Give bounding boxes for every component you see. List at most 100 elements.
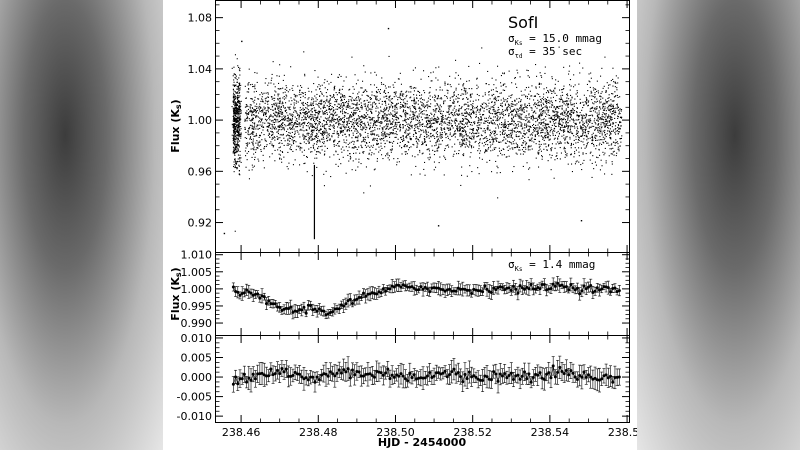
scatter-point: [561, 108, 563, 110]
scatter-point: [246, 113, 248, 115]
scatter-point: [404, 120, 406, 122]
scatter-point: [280, 120, 282, 122]
scatter-point: [547, 131, 549, 133]
scatter-point: [307, 109, 309, 111]
scatter-point: [552, 96, 554, 98]
scatter-point: [451, 146, 453, 148]
scatter-point: [347, 113, 349, 115]
scatter-point: [448, 108, 450, 110]
scatter-point: [314, 122, 316, 124]
scatter-point: [612, 141, 614, 143]
scatter-point: [462, 127, 464, 129]
scatter-point: [321, 138, 323, 140]
scatter-point: [324, 153, 326, 155]
scatter-point: [388, 113, 390, 115]
scatter-point: [451, 120, 453, 122]
scatter-point: [436, 104, 438, 106]
scatter-point: [530, 95, 532, 97]
scatter-point: [342, 121, 344, 123]
scatter-point: [338, 74, 340, 76]
scatter-point: [529, 90, 531, 92]
scatter-point: [605, 140, 607, 142]
scatter-point: [538, 122, 540, 124]
scatter-point: [379, 112, 381, 114]
scatter-point: [262, 122, 264, 124]
scatter-point: [272, 61, 274, 63]
scatter-point: [520, 99, 522, 101]
scatter-point: [363, 90, 365, 92]
scatter-point: [451, 114, 453, 116]
scatter-point: [469, 100, 471, 102]
scatter-point: [615, 155, 617, 157]
scatter-point: [263, 148, 265, 150]
scatter-point: [567, 95, 569, 97]
scatter-point: [282, 79, 284, 81]
scatter-point: [330, 176, 332, 178]
scatter-point: [317, 120, 319, 122]
scatter-point: [434, 113, 436, 115]
scatter-point: [466, 92, 468, 94]
scatter-point: [462, 154, 464, 156]
scatter-point: [333, 94, 335, 96]
scatter-point: [598, 130, 600, 132]
scatter-point: [538, 105, 540, 107]
scatter-point: [527, 121, 529, 123]
scatter-point: [418, 113, 420, 115]
scatter-point: [482, 95, 484, 97]
scatter-point: [524, 141, 526, 143]
scatter-point: [362, 126, 364, 128]
scatter-point: [479, 152, 481, 154]
scatter-point: [287, 117, 289, 119]
scatter-point: [511, 113, 513, 115]
scatter-point: [350, 116, 352, 118]
scatter-point: [498, 119, 500, 121]
scatter-point: [274, 139, 276, 141]
scatter-point: [439, 89, 441, 91]
scatter-point: [619, 108, 621, 110]
scatter-point: [274, 109, 276, 111]
scatter-point: [555, 118, 557, 120]
scatter-point: [546, 136, 548, 138]
scatter-point: [561, 126, 563, 128]
scatter-point: [591, 136, 593, 138]
scatter-point: [427, 104, 429, 106]
scatter-point: [565, 115, 567, 117]
scatter-point: [417, 154, 419, 156]
scatter-point: [287, 106, 289, 108]
scatter-point: [390, 102, 392, 104]
scatter-point: [550, 117, 552, 119]
scatter-point: [418, 140, 420, 142]
scatter-point: [331, 136, 333, 138]
scatter-point: [357, 135, 359, 137]
scatter-point: [365, 129, 367, 131]
scatter-point: [528, 139, 530, 141]
scatter-point: [340, 97, 342, 99]
scatter-point: [421, 104, 423, 106]
scatter-point: [610, 106, 612, 108]
scatter-point: [319, 121, 321, 123]
scatter-point: [408, 141, 410, 143]
scatter-point: [250, 136, 252, 138]
scatter-point: [273, 127, 275, 129]
scatter-point: [296, 120, 298, 122]
scatter-point: [341, 124, 343, 126]
scatter-point: [392, 129, 394, 131]
scatter-point: [287, 142, 289, 144]
scatter-point: [394, 125, 396, 127]
scatter-point: [428, 92, 430, 94]
scatter-point: [478, 95, 480, 97]
scatter-point: [396, 116, 398, 118]
scatter-point: [385, 104, 387, 106]
scatter-point: [376, 105, 378, 107]
scatter-point: [291, 87, 293, 89]
scatter-point: [607, 125, 609, 127]
scatter-point: [541, 110, 543, 112]
scatter-point: [316, 126, 318, 128]
scatter-point: [340, 75, 342, 77]
scatter-point: [365, 166, 367, 168]
scatter-point: [434, 129, 436, 131]
scatter-point: [445, 134, 447, 136]
scatter-point: [338, 116, 340, 118]
scatter-point: [603, 103, 605, 105]
scatter-point: [473, 133, 475, 135]
